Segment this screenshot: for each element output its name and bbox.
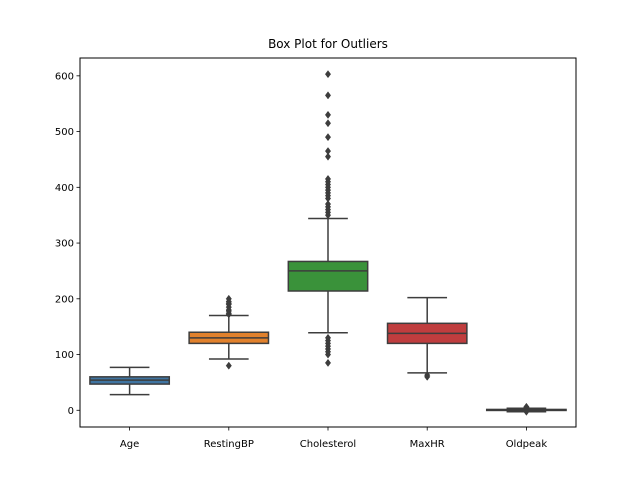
chart-title: Box Plot for Outliers <box>268 37 388 51</box>
outlier-point <box>324 200 332 209</box>
outlier-point <box>324 119 332 128</box>
outlier-point <box>424 371 431 380</box>
outlier-point <box>225 294 232 303</box>
outlier-point <box>324 110 332 119</box>
x-tick-label: MaxHR <box>410 439 445 450</box>
box-cholesterol <box>287 260 369 292</box>
x-tick-label: RestingBP <box>204 439 254 450</box>
plot-area: 0 100 200 300 400 500 600 Age RestingBP Cholester… <box>55 70 567 450</box>
outlier-point <box>324 333 332 342</box>
x-tick-label: Cholesterol <box>300 439 356 450</box>
y-tick-label: 600 <box>55 71 74 82</box>
outlier-point <box>324 70 332 79</box>
outlier-point <box>324 91 332 100</box>
outlier-point <box>324 133 332 142</box>
outlier-point <box>324 152 332 161</box>
y-tick-label: 300 <box>55 239 74 250</box>
outlier-point <box>225 361 232 370</box>
outlier-point <box>324 358 332 367</box>
x-tick-label: Oldpeak <box>506 439 548 450</box>
y-tick-label: 0 <box>68 406 74 417</box>
plot-frame <box>79 57 577 428</box>
outlier-point <box>324 174 332 183</box>
x-tick-label: Age <box>120 439 139 450</box>
y-tick-label: 100 <box>55 350 74 361</box>
y-tick-label: 400 <box>55 183 74 194</box>
y-tick-label: 500 <box>55 127 74 138</box>
outlier-point <box>324 147 332 156</box>
outlier-point <box>523 407 530 416</box>
y-tick-label: 200 <box>55 294 74 305</box>
